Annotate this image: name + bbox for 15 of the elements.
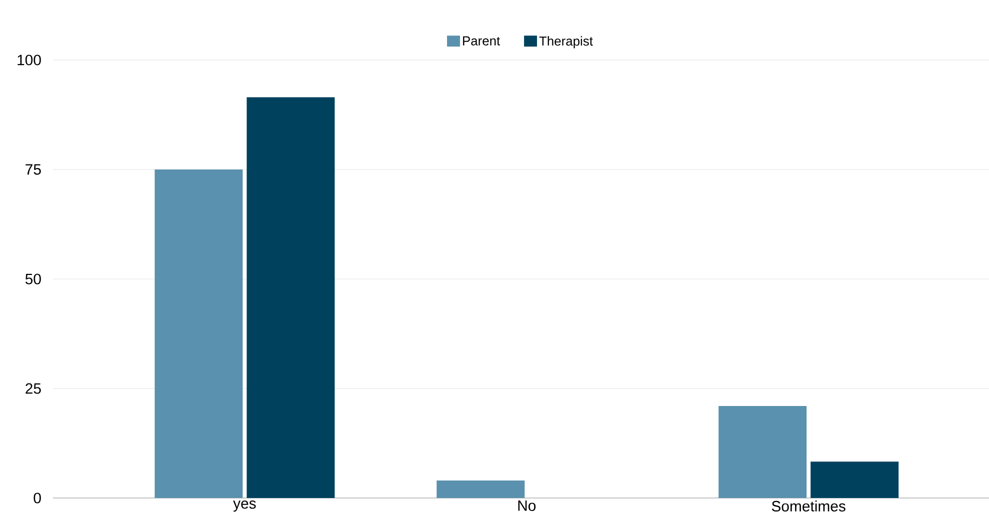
x-tick-label: No: [518, 500, 536, 511]
y-tick-label: 0: [34, 492, 41, 504]
y-tick-label: 25: [26, 383, 41, 394]
legend-label: Parent: [463, 36, 500, 46]
bar: [718, 406, 807, 498]
bar: [436, 480, 525, 498]
legend-label: Therapist: [539, 36, 593, 48]
x-tick-label: yes: [233, 500, 256, 512]
bar: [154, 169, 243, 498]
y-tick-label: 50: [25, 274, 41, 284]
y-tick-label: 100: [18, 54, 41, 66]
bar: [246, 97, 335, 498]
y-tick-label: 75: [26, 164, 41, 175]
bar: [810, 462, 899, 498]
x-tick-label: Sometimes: [772, 500, 846, 512]
